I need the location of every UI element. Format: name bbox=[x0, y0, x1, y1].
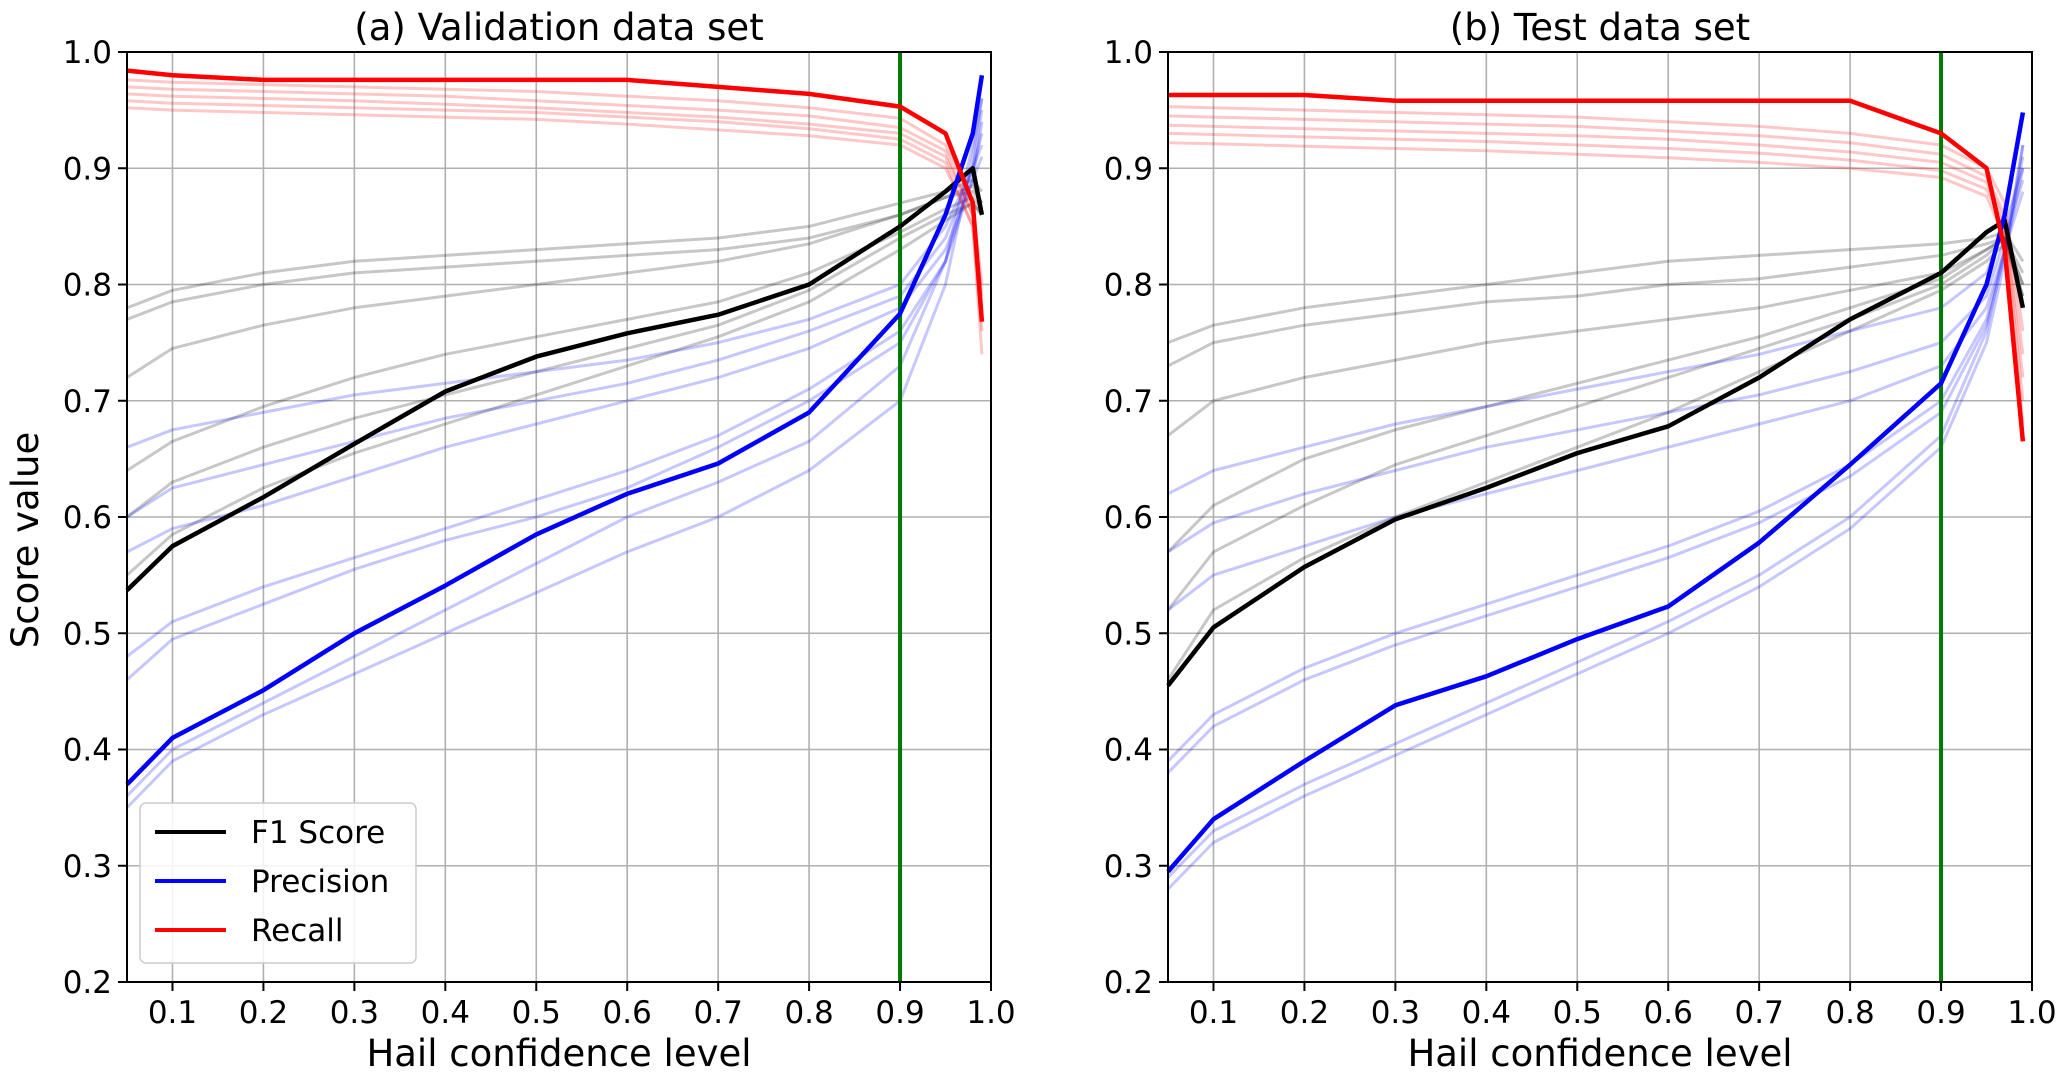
legend-label-recall: Recall bbox=[251, 913, 344, 949]
faint-series-line bbox=[125, 201, 984, 577]
y-tick-label: 0.4 bbox=[1104, 733, 1153, 769]
x-tick-label: 0.4 bbox=[421, 995, 470, 1031]
y-tick-label: 0.3 bbox=[1104, 849, 1153, 885]
faint-series-line bbox=[1167, 236, 2025, 437]
y-tick-label: 0.2 bbox=[1104, 965, 1153, 1001]
faint-series-line bbox=[1166, 144, 2025, 891]
faint-series-line bbox=[1166, 242, 2025, 681]
faint-series-line bbox=[126, 78, 984, 285]
series-line-precision bbox=[1166, 112, 2026, 874]
main-series-group bbox=[125, 68, 985, 786]
faint-series-line bbox=[126, 121, 984, 658]
x-tick-label: 0.3 bbox=[330, 995, 379, 1031]
y-tick-label: 0.8 bbox=[63, 268, 112, 304]
x-tick-label: 1.0 bbox=[966, 995, 1015, 1031]
x-tick-label: 0.5 bbox=[512, 995, 561, 1031]
faint-series-line bbox=[126, 156, 984, 554]
x-tick-label: 0.8 bbox=[784, 995, 833, 1031]
faint-series-line bbox=[1167, 141, 2025, 425]
faint-series-line bbox=[1166, 236, 2025, 611]
y-tick-label: 0.6 bbox=[1104, 500, 1153, 536]
x-tick-label: 0.2 bbox=[1280, 995, 1329, 1031]
legend-label-f1: F1 Score bbox=[251, 815, 385, 851]
x-tick-label: 0.4 bbox=[1462, 995, 1511, 1031]
faint-series-line bbox=[1167, 131, 2025, 401]
panel-test: 0.1 0.2 0.3 0.4 0.5 0.6 0.7 0.8 0.9 1.0 0.2 0.3 0.4 0… bbox=[1104, 6, 2057, 1075]
faint-series-line bbox=[1166, 236, 2025, 553]
y-tick-label: 0.9 bbox=[1104, 151, 1153, 187]
faint-series-group bbox=[125, 78, 984, 809]
faint-series-line bbox=[1167, 179, 2025, 554]
series-line-f1-score bbox=[1166, 218, 2026, 687]
x-tick-label: 0.6 bbox=[603, 995, 652, 1031]
faint-series-line bbox=[126, 190, 984, 379]
faint-series-line bbox=[126, 178, 984, 310]
x-tick-label: 0.8 bbox=[1825, 995, 1874, 1031]
main-series-group bbox=[1166, 92, 2026, 874]
faint-series-line bbox=[1166, 167, 2025, 774]
x-axis-label: Hail confidence level bbox=[366, 1032, 751, 1075]
panel-validation: 0.1 0.2 0.3 0.4 0.5 0.6 0.7 0.8 0.9 1.0 0.2 0.3 0.4 0… bbox=[63, 6, 1016, 1075]
series-line-precision bbox=[125, 74, 985, 786]
y-tick-label: 0.3 bbox=[63, 849, 112, 885]
y-tick-label: 0.7 bbox=[63, 384, 112, 420]
faint-series-line bbox=[126, 184, 984, 321]
y-tick-label: 0.5 bbox=[63, 616, 112, 652]
legend-box bbox=[139, 802, 417, 964]
faint-series-line bbox=[1167, 123, 2025, 378]
y-tick-label: 0.4 bbox=[63, 733, 112, 769]
x-tick-label: 0.3 bbox=[1371, 995, 1420, 1031]
series-line-recall bbox=[1168, 92, 2026, 442]
faint-series-group bbox=[1166, 105, 2025, 891]
y-tick-label: 0.6 bbox=[63, 500, 112, 536]
x-tick-label: 0.7 bbox=[1735, 995, 1784, 1031]
legend: F1 Score Precision Recall bbox=[139, 802, 417, 964]
x-tick-label: 0.9 bbox=[1916, 995, 1965, 1031]
faint-series-line bbox=[125, 98, 984, 798]
faint-series-line bbox=[125, 98, 984, 809]
faint-series-line bbox=[1167, 236, 2025, 368]
y-tick-label: 1.0 bbox=[63, 35, 112, 71]
x-tick-label: 0.1 bbox=[148, 995, 197, 1031]
faint-series-line bbox=[126, 85, 984, 297]
x-axis-label: Hail confidence level bbox=[1407, 1032, 1792, 1075]
legend-label-precision: Precision bbox=[251, 864, 389, 900]
x-tick-label: 1.0 bbox=[2007, 995, 2056, 1031]
panel-title: (b) Test data set bbox=[1450, 6, 1750, 49]
x-tick-label: 0.1 bbox=[1189, 995, 1238, 1031]
faint-series-line bbox=[126, 106, 984, 355]
x-tick-label: 0.9 bbox=[875, 995, 924, 1031]
faint-series-line bbox=[126, 133, 984, 449]
y-tick-label: 0.5 bbox=[1104, 616, 1153, 652]
y-tick-label: 0.7 bbox=[1104, 384, 1153, 420]
faint-series-line bbox=[126, 92, 984, 308]
x-tick-label: 0.7 bbox=[694, 995, 743, 1031]
faint-series-line bbox=[126, 99, 984, 332]
faint-series-line bbox=[1166, 156, 2025, 763]
faint-series-line bbox=[1167, 230, 2025, 345]
y-tick-label: 0.9 bbox=[63, 151, 112, 187]
x-tick-label: 0.5 bbox=[1553, 995, 1602, 1031]
y-axis-label: Score value bbox=[4, 432, 47, 648]
y-tick-label: 0.2 bbox=[63, 965, 112, 1001]
faint-series-line bbox=[126, 195, 984, 472]
y-tick-label: 0.8 bbox=[1104, 268, 1153, 304]
x-tick-label: 0.6 bbox=[1644, 995, 1693, 1031]
faint-series-line bbox=[1167, 167, 2025, 496]
faint-series-line bbox=[125, 109, 984, 681]
series-line-recall bbox=[126, 68, 985, 322]
x-tick-label: 0.2 bbox=[239, 995, 288, 1031]
panel-title: (a) Validation data set bbox=[354, 6, 763, 49]
faint-series-line bbox=[126, 144, 984, 519]
faint-series-line bbox=[1166, 144, 2025, 879]
series-line-f1-score bbox=[125, 165, 985, 592]
y-tick-label: 1.0 bbox=[1104, 35, 1153, 71]
faint-series-line bbox=[1167, 191, 2025, 612]
